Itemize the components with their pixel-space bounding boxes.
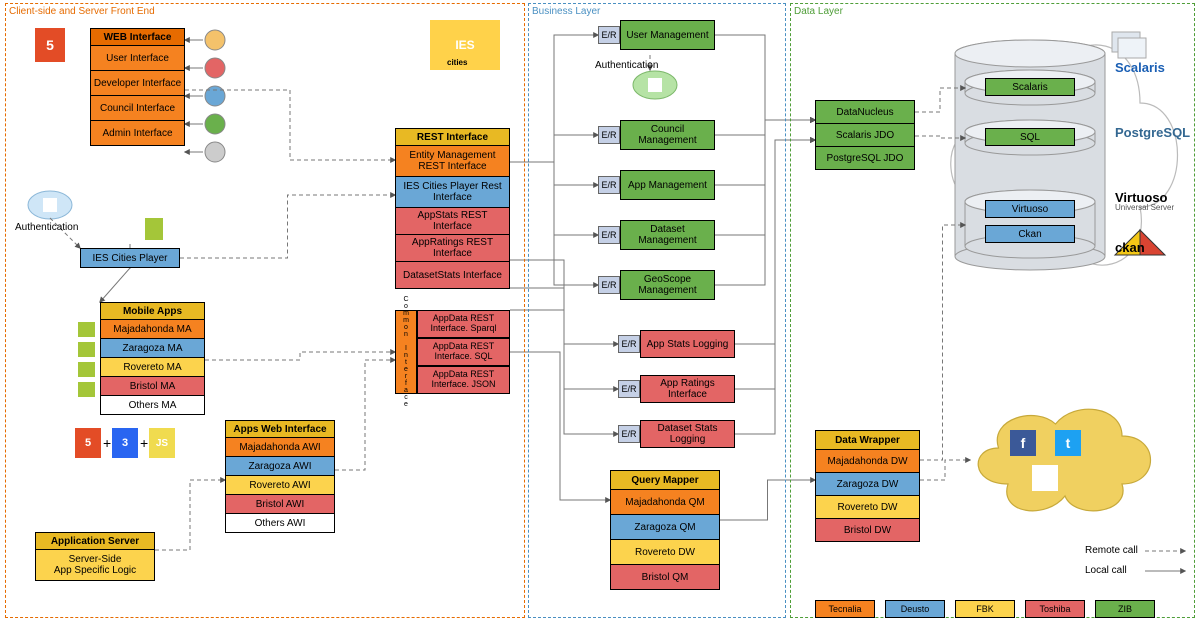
log-app-ratings-interface: App Ratings Interface	[640, 375, 735, 403]
web-interface-stack: WEB InterfaceUser InterfaceDeveloper Int…	[90, 28, 185, 146]
mgmt-geoscope-management: GeoScope Management	[620, 270, 715, 300]
mgmt-app-management: App Management	[620, 170, 715, 200]
log-app-stats-logging: App Stats Logging	[640, 330, 735, 358]
db-box-sql: SQL	[985, 128, 1075, 146]
db-box-virtuoso: Virtuoso	[985, 200, 1075, 218]
mobile-apps-stack: Mobile AppsMajadahonda MAZaragoza MARove…	[100, 302, 205, 415]
common-interface-item-2: AppData REST Interface. JSON	[417, 366, 510, 394]
db-box-ckan: Ckan	[985, 225, 1075, 243]
query-mapper-stack: Query MapperMajadahonda QMZaragoza QMRov…	[610, 470, 720, 590]
common-interface-item-1: AppData REST Interface. SQL	[417, 338, 510, 366]
mgmt-council-management: Council Management	[620, 120, 715, 150]
legend-toshiba: Toshiba	[1025, 600, 1085, 618]
rest-interface-stack: REST InterfaceEntity Management REST Int…	[395, 128, 510, 289]
common-interface-side: CommonInterface	[395, 310, 417, 394]
common-interface-item-0: AppData REST Interface. Sparql	[417, 310, 510, 338]
log-dataset-stats-logging: Dataset Stats Logging	[640, 420, 735, 448]
auth-label-1: Authentication	[15, 222, 78, 233]
logo-scalaris: Scalaris	[1115, 60, 1165, 75]
logo-postgresql: PostgreSQL	[1115, 125, 1190, 140]
legend-deusto: Deusto	[885, 600, 945, 618]
ies-cities-player: IES Cities Player	[80, 248, 180, 268]
auth-label-2: Authentication	[595, 60, 658, 71]
app-server-stack: Application ServerServer-Side App Specif…	[35, 532, 155, 581]
datanucleus-stack: DataNucleusScalaris JDOPostgreSQL JDO	[815, 100, 915, 170]
mgmt-dataset-management: Dataset Management	[620, 220, 715, 250]
mgmt-user-management: User Management	[620, 20, 715, 50]
legend-fbk: FBK	[955, 600, 1015, 618]
legend-tecnalia: Tecnalia	[815, 600, 875, 618]
apps-web-interface-stack: Apps Web InterfaceMajadahonda AWIZaragoz…	[225, 420, 335, 533]
db-box-scalaris: Scalaris	[985, 78, 1075, 96]
logo-ckan: ckan	[1115, 240, 1145, 255]
legend-zib: ZIB	[1095, 600, 1155, 618]
data-wrapper-stack: Data WrapperMajadahonda DWZaragoza DWRov…	[815, 430, 920, 542]
legend-local-call: Local call	[1085, 565, 1127, 576]
legend-remote-call: Remote call	[1085, 545, 1138, 556]
